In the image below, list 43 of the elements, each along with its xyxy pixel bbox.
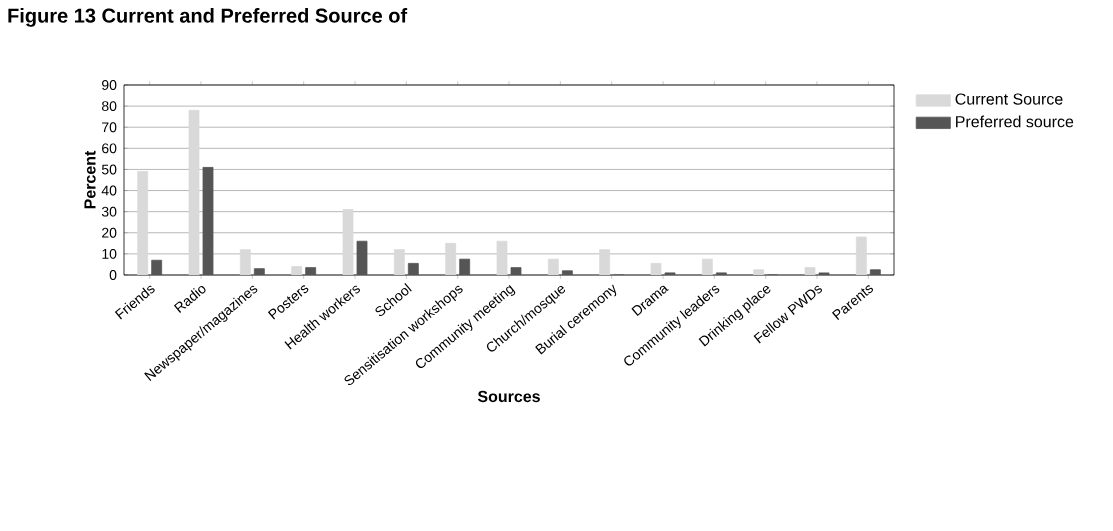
y-tick-label: 80 bbox=[101, 101, 117, 112]
bar bbox=[650, 262, 662, 275]
bar bbox=[291, 266, 303, 275]
bar bbox=[188, 109, 200, 275]
bar bbox=[664, 272, 676, 275]
y-tick-label: 30 bbox=[101, 206, 117, 217]
bar bbox=[407, 262, 419, 275]
bar bbox=[561, 270, 573, 275]
bar bbox=[818, 272, 830, 275]
bar bbox=[804, 267, 816, 275]
bar bbox=[715, 272, 727, 275]
bar bbox=[356, 240, 368, 275]
y-tick-label: 0 bbox=[109, 270, 117, 280]
bar bbox=[253, 268, 265, 275]
y-tick-label: 40 bbox=[101, 185, 117, 196]
bar bbox=[342, 209, 354, 275]
bar bbox=[202, 166, 214, 275]
bar bbox=[151, 259, 163, 275]
y-tick-label: 50 bbox=[101, 164, 117, 175]
bar bbox=[305, 267, 317, 275]
bar bbox=[393, 249, 405, 275]
y-tick-label: 20 bbox=[102, 227, 117, 238]
bar bbox=[445, 242, 457, 275]
bar bbox=[496, 240, 508, 275]
bar bbox=[459, 258, 471, 275]
y-tick-label: 90 bbox=[102, 80, 117, 90]
y-tick-label: 10 bbox=[102, 248, 117, 259]
chart-title: Figure 13 Current and Preferred Source of bbox=[8, 8, 408, 27]
bar bbox=[547, 258, 559, 275]
bar bbox=[855, 236, 867, 275]
legend-label: Current Source bbox=[955, 93, 1063, 105]
y-tick-label: 60 bbox=[102, 143, 117, 154]
legend-label: Preferred source bbox=[956, 115, 1074, 128]
x-axis-title: Sources bbox=[477, 390, 540, 403]
bar bbox=[753, 269, 765, 275]
y-tick-label: 70 bbox=[102, 122, 117, 133]
bar bbox=[510, 267, 522, 275]
bar bbox=[239, 249, 251, 275]
bar bbox=[599, 249, 611, 275]
bar bbox=[869, 269, 881, 275]
y-axis-title: Percent bbox=[84, 150, 96, 209]
bar bbox=[137, 171, 149, 275]
bar bbox=[701, 258, 713, 275]
